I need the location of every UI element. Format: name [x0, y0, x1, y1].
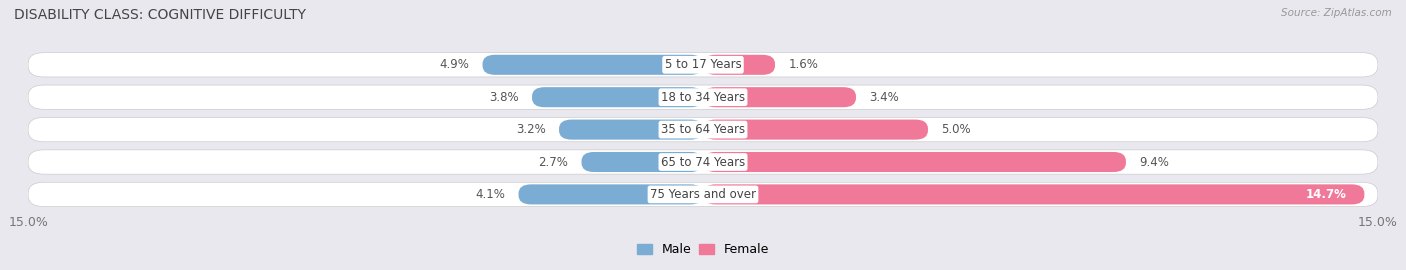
Text: 3.8%: 3.8%	[489, 91, 519, 104]
FancyBboxPatch shape	[703, 120, 928, 140]
Text: Source: ZipAtlas.com: Source: ZipAtlas.com	[1281, 8, 1392, 18]
FancyBboxPatch shape	[560, 120, 703, 140]
Text: 18 to 34 Years: 18 to 34 Years	[661, 91, 745, 104]
FancyBboxPatch shape	[703, 184, 1364, 204]
FancyBboxPatch shape	[28, 53, 1378, 77]
FancyBboxPatch shape	[519, 184, 703, 204]
FancyBboxPatch shape	[703, 55, 775, 75]
Text: 14.7%: 14.7%	[1306, 188, 1347, 201]
Legend: Male, Female: Male, Female	[631, 238, 775, 261]
FancyBboxPatch shape	[703, 87, 856, 107]
Text: 3.2%: 3.2%	[516, 123, 546, 136]
Text: 3.4%: 3.4%	[869, 91, 900, 104]
Text: 35 to 64 Years: 35 to 64 Years	[661, 123, 745, 136]
FancyBboxPatch shape	[482, 55, 703, 75]
FancyBboxPatch shape	[28, 150, 1378, 174]
Text: 4.1%: 4.1%	[475, 188, 505, 201]
Text: 2.7%: 2.7%	[538, 156, 568, 168]
FancyBboxPatch shape	[28, 85, 1378, 109]
Text: 9.4%: 9.4%	[1139, 156, 1170, 168]
Text: 65 to 74 Years: 65 to 74 Years	[661, 156, 745, 168]
Text: 5.0%: 5.0%	[942, 123, 972, 136]
Text: 4.9%: 4.9%	[439, 58, 470, 71]
FancyBboxPatch shape	[582, 152, 703, 172]
FancyBboxPatch shape	[28, 182, 1378, 207]
FancyBboxPatch shape	[703, 152, 1126, 172]
FancyBboxPatch shape	[531, 87, 703, 107]
Text: DISABILITY CLASS: COGNITIVE DIFFICULTY: DISABILITY CLASS: COGNITIVE DIFFICULTY	[14, 8, 307, 22]
Text: 75 Years and over: 75 Years and over	[650, 188, 756, 201]
Text: 1.6%: 1.6%	[789, 58, 818, 71]
Text: 5 to 17 Years: 5 to 17 Years	[665, 58, 741, 71]
FancyBboxPatch shape	[28, 117, 1378, 142]
